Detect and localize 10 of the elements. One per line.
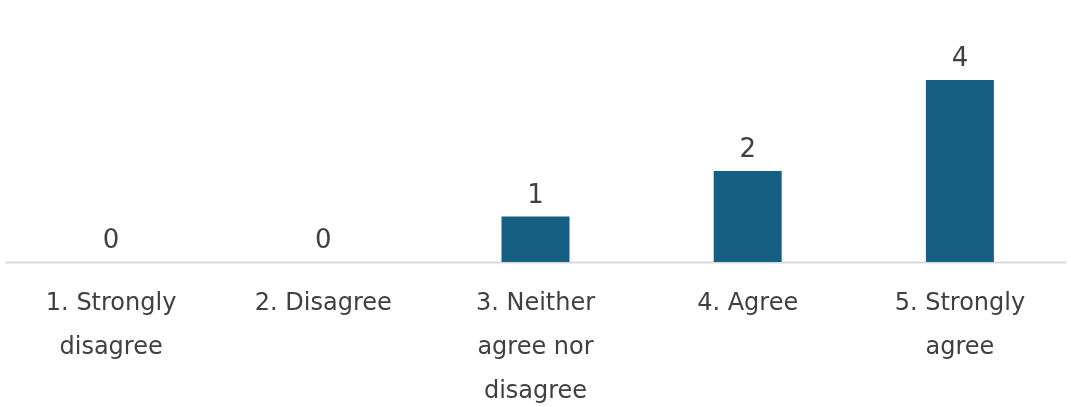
data-label: 4 [951,42,969,72]
data-label: 2 [739,133,756,163]
x-tick-label: 5. Strongly agree [894,287,1026,360]
x-tick-label: 2. Disagree [254,287,392,316]
data-label: 0 [102,224,120,254]
x-tick-label: 1. Strongly disagree [45,287,177,360]
x-tick-label: 3. Neither agree nor disagree [475,287,596,404]
data-label: 0 [315,224,332,254]
x-tick-label: 4. Agree [697,287,799,316]
data-label: 1 [527,178,544,209]
